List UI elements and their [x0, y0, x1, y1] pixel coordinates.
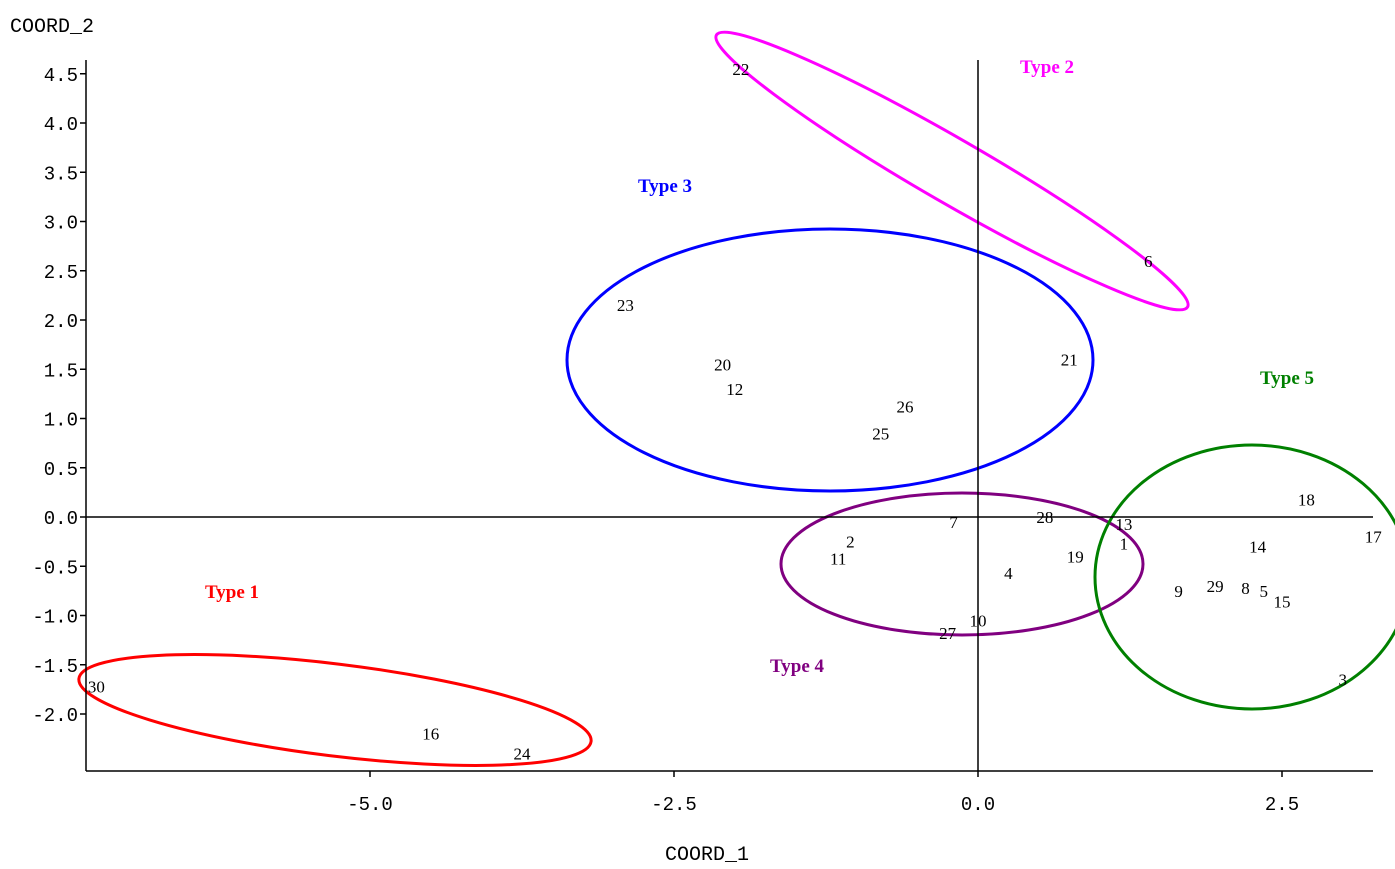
point-label: 29: [1207, 577, 1224, 596]
type-5-label: Type 5: [1260, 368, 1314, 389]
point-label: 5: [1260, 582, 1269, 601]
y-tick-label: 1.5: [44, 360, 78, 382]
y-tick-label: 0.5: [44, 459, 78, 481]
type-4-label: Type 4: [770, 656, 825, 677]
y-tick-label: 0.0: [44, 508, 78, 530]
y-tick-label: -0.5: [32, 557, 78, 579]
point-label: 15: [1274, 593, 1291, 612]
point-label: 14: [1249, 538, 1267, 557]
type-3-label: Type 3: [638, 176, 692, 197]
type-2-ellipse: [714, 30, 1190, 312]
point-label: 24: [514, 744, 532, 763]
point-label: 2: [846, 533, 855, 552]
point-label: 28: [1036, 508, 1053, 527]
y-tick-label: 1.0: [44, 410, 78, 432]
point-label: 7: [949, 513, 958, 532]
x-tick-label: 2.5: [1265, 794, 1299, 816]
y-tick-label: 4.5: [44, 65, 78, 87]
point-label: 22: [732, 60, 749, 79]
point-label: 21: [1061, 350, 1078, 369]
x-axis-title: COORD_1: [665, 844, 749, 867]
point-label: 20: [714, 355, 731, 374]
point-label: 16: [422, 725, 439, 744]
y-tick-label: 3.5: [44, 163, 78, 185]
point-label: 6: [1144, 252, 1153, 271]
type-3-ellipse: [565, 227, 1095, 493]
type-1-label: Type 1: [205, 582, 259, 603]
y-tick-label: -2.0: [32, 705, 78, 727]
point-label: 19: [1067, 547, 1084, 566]
x-tick-label: 0.0: [961, 794, 995, 816]
cluster-ellipses: [77, 30, 1395, 767]
point-label: 18: [1298, 490, 1315, 509]
point-label: 23: [617, 296, 634, 315]
point-label: 1: [1120, 535, 1129, 554]
point-label: 26: [897, 398, 914, 417]
point-label: 25: [872, 424, 889, 443]
y-tick-label: 2.0: [44, 311, 78, 333]
y-tick-label: -1.0: [32, 607, 78, 629]
x-tick-label: -2.5: [651, 794, 697, 816]
y-tick-label: 2.5: [44, 262, 78, 284]
point-label: 3: [1339, 671, 1348, 690]
point-label: 4: [1004, 564, 1013, 583]
y-tick-label: 4.0: [44, 114, 78, 136]
y-tick-label: 3.0: [44, 213, 78, 235]
axes: [85, 60, 1373, 772]
point-label: 10: [970, 611, 987, 630]
type-labels: Type 1 Type 2 Type 3 Type 4 Type 5: [205, 57, 1314, 677]
point-label: 9: [1174, 582, 1183, 601]
y-tick-label: -1.5: [32, 656, 78, 678]
type-4-ellipse: [779, 491, 1145, 637]
x-tick-label: -5.0: [347, 794, 393, 816]
point-label: 27: [939, 624, 957, 643]
y-axis-title: COORD_2: [10, 16, 94, 39]
point-label: 11: [830, 549, 846, 568]
type-2-label: Type 2: [1020, 57, 1074, 78]
type-1-ellipse: [77, 653, 593, 767]
point-label: 17: [1365, 528, 1383, 547]
type-5-ellipse: [1093, 443, 1395, 711]
point-label: 8: [1241, 579, 1250, 598]
point-label: 13: [1115, 515, 1132, 534]
point-label: 30: [88, 677, 105, 696]
tick-labels: 4.5 4.0 3.5 3.0 2.5 2.0 1.5 1.0 0.5 0.0 -0.5 -1.0 -1…: [32, 65, 1299, 816]
point-label: 12: [726, 380, 743, 399]
